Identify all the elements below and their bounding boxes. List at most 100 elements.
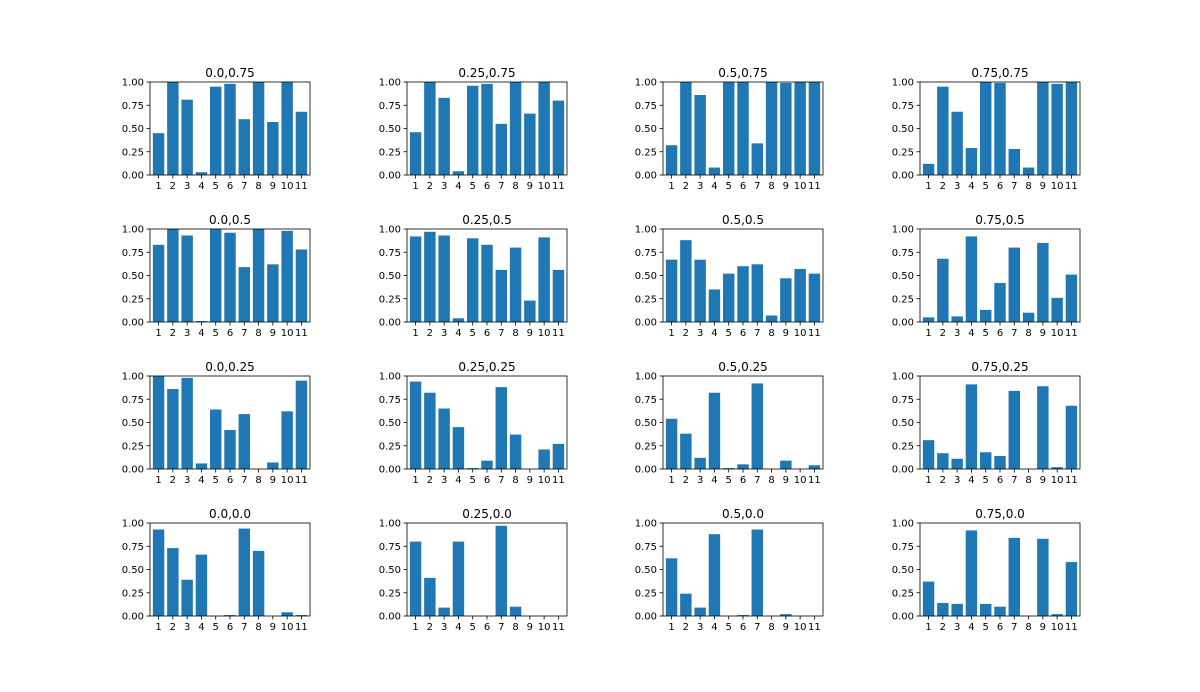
bar: [1051, 83, 1063, 175]
y-tick-label: 0.50: [122, 565, 144, 576]
x-tick-label: 6: [740, 622, 746, 633]
x-tick-label: 1: [155, 328, 161, 339]
bar: [680, 593, 692, 616]
y-tick-label: 0.75: [635, 395, 657, 406]
y-tick-label: 0.00: [379, 465, 401, 476]
y-tick-label: 0.75: [892, 542, 914, 553]
x-tick-label: 7: [241, 622, 247, 633]
bar: [295, 111, 308, 175]
x-tick-label: 8: [1025, 475, 1031, 486]
bar: [794, 82, 806, 175]
subplot: 0.75,0.25 1 2 3 4 5 6 7 8 9 10 11 0.00 0.25 0.50 0.75 1.…: [892, 360, 1081, 486]
bar: [751, 264, 763, 322]
x-tick-label: 11: [295, 328, 308, 339]
bar: [195, 463, 208, 469]
y-tick-label: 0.50: [635, 271, 657, 282]
x-tick-label: 10: [794, 622, 807, 633]
bar: [1037, 82, 1049, 175]
subplot-title: 0.25,0.5: [462, 213, 512, 227]
bar: [195, 321, 208, 322]
x-tick-label: 10: [538, 475, 551, 486]
x-tick-label: 7: [754, 622, 760, 633]
x-tick-label: 2: [427, 328, 433, 339]
y-tick-label: 0.00: [892, 318, 914, 329]
x-tick-label: 1: [412, 475, 418, 486]
y-tick-label: 0.25: [379, 294, 401, 305]
y-tick-label: 0.25: [379, 441, 401, 452]
x-tick-label: 2: [683, 475, 689, 486]
x-tick-label: 10: [1051, 328, 1064, 339]
x-tick-label: 6: [484, 622, 490, 633]
y-tick-label: 0.00: [379, 612, 401, 623]
bar: [267, 264, 279, 322]
x-tick-label: 9: [783, 328, 789, 339]
bar: [409, 381, 422, 469]
x-tick-label: 9: [1040, 475, 1046, 486]
y-tick-label: 0.25: [635, 441, 657, 452]
x-tick-label: 7: [498, 181, 504, 192]
x-tick-label: 10: [281, 475, 294, 486]
x-tick-label: 6: [740, 328, 746, 339]
bar: [524, 300, 536, 322]
x-tick-label: 4: [198, 622, 204, 633]
y-tick-label: 0.50: [892, 418, 914, 429]
bar: [1051, 467, 1063, 469]
x-tick-label: 1: [668, 475, 674, 486]
x-tick-label: 8: [255, 475, 261, 486]
x-tick-label: 5: [726, 475, 732, 486]
bar: [765, 315, 778, 322]
bar: [665, 259, 678, 322]
bar: [808, 465, 821, 469]
x-tick-label: 2: [170, 622, 176, 633]
bar: [1065, 274, 1078, 322]
bar: [737, 82, 749, 175]
y-tick-label: 0.50: [635, 418, 657, 429]
x-tick-label: 6: [740, 181, 746, 192]
bar: [509, 82, 522, 175]
bar: [238, 267, 250, 322]
x-tick-label: 7: [241, 181, 247, 192]
bar: [252, 229, 265, 322]
y-tick-label: 1.00: [122, 78, 144, 89]
x-tick-label: 7: [754, 475, 760, 486]
bar: [295, 380, 308, 469]
bar: [452, 541, 465, 616]
x-tick-label: 8: [768, 622, 774, 633]
bar: [1051, 614, 1063, 616]
x-tick-label: 4: [968, 181, 974, 192]
bar: [224, 429, 236, 469]
x-tick-label: 6: [227, 328, 233, 339]
x-tick-label: 9: [270, 622, 276, 633]
bar: [152, 529, 165, 616]
x-tick-label: 4: [968, 475, 974, 486]
bar: [509, 434, 522, 469]
x-tick-label: 8: [768, 475, 774, 486]
bar: [951, 458, 963, 469]
bar: [951, 111, 963, 175]
y-tick-label: 0.25: [892, 147, 914, 158]
subplot: 0.25,0.5 1 2 3 4 5 6 7 8 9 10 11 0.00 0.25 0.50 0.75 1.0…: [379, 213, 568, 339]
y-tick-label: 0.75: [122, 395, 144, 406]
y-tick-label: 1.00: [892, 519, 914, 530]
bar: [524, 113, 536, 175]
bar: [238, 414, 250, 469]
x-tick-label: 5: [983, 181, 989, 192]
bar: [424, 577, 436, 616]
y-tick-label: 0.75: [379, 101, 401, 112]
bar: [922, 440, 935, 469]
y-tick-label: 0.00: [122, 171, 144, 182]
x-tick-label: 10: [794, 475, 807, 486]
x-tick-label: 6: [227, 181, 233, 192]
x-tick-label: 2: [427, 475, 433, 486]
x-tick-label: 5: [983, 622, 989, 633]
bar: [780, 278, 792, 322]
bar: [424, 392, 436, 469]
bar: [708, 289, 721, 322]
x-tick-label: 5: [213, 475, 219, 486]
bar: [495, 269, 507, 322]
subplot: 0.5,0.5 1 2 3 4 5 6 7 8 9 10 11 0.00 0.25 0.50 0.75 1.00: [635, 213, 824, 339]
y-tick-label: 1.00: [635, 519, 657, 530]
x-tick-label: 2: [683, 181, 689, 192]
x-tick-label: 11: [1065, 181, 1078, 192]
